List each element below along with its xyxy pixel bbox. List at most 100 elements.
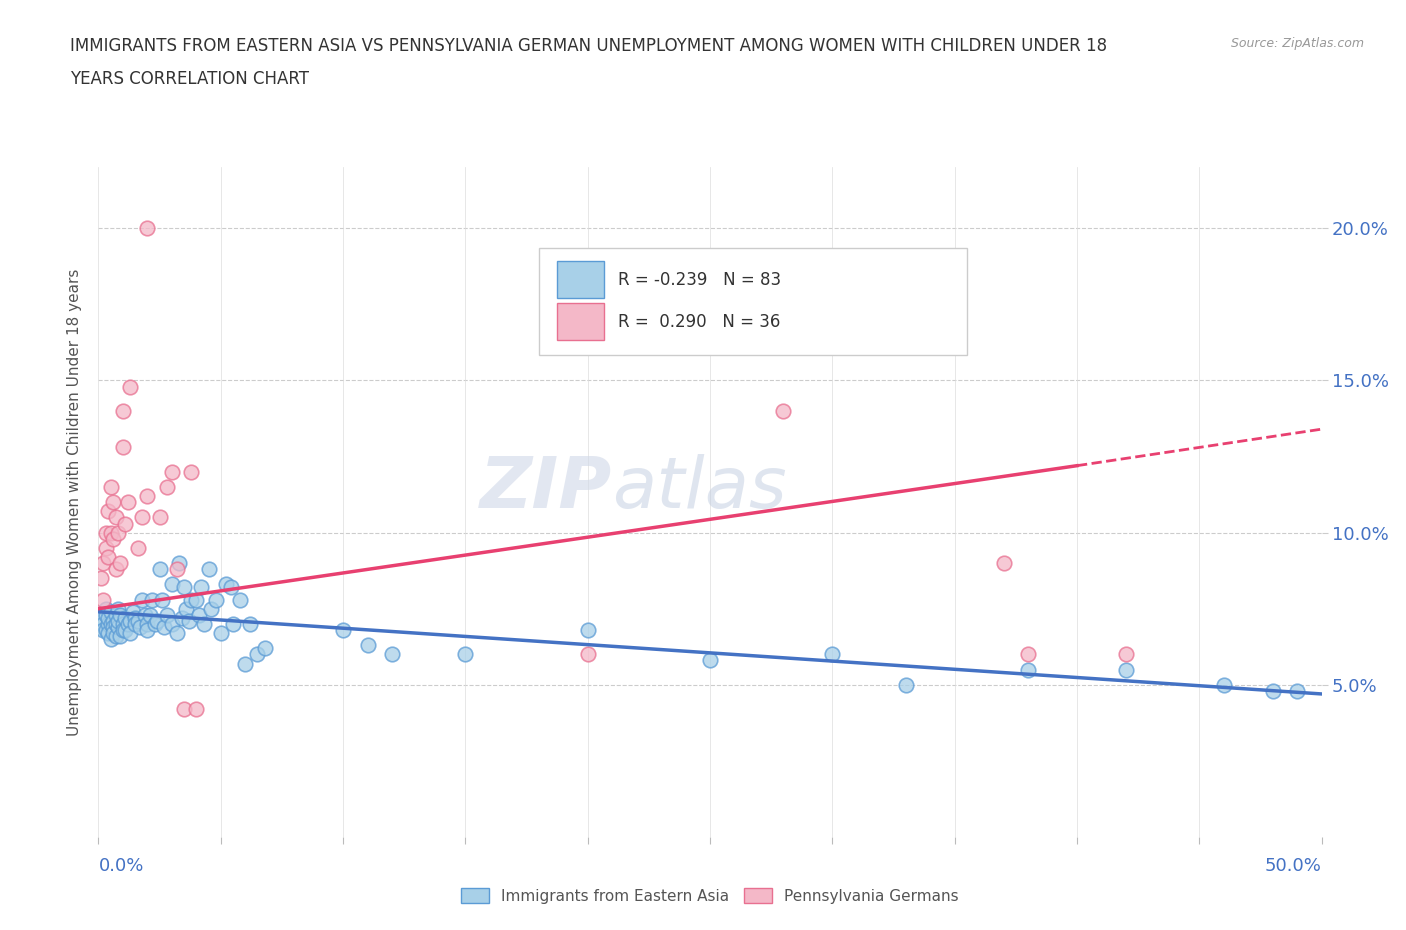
Point: [173, 580, 195, 595]
Point: [121, 604, 143, 619]
Point: [120, 614, 142, 629]
Point: [111, 622, 134, 637]
Point: [136, 488, 159, 503]
Point: [90, 610, 112, 625]
Point: [246, 647, 269, 662]
Point: [97, 504, 120, 519]
Point: [110, 607, 132, 622]
Point: [90, 571, 112, 586]
Point: [167, 555, 190, 570]
Point: [177, 614, 200, 629]
Point: [117, 617, 139, 631]
Point: [332, 622, 354, 637]
Point: [100, 631, 122, 646]
Point: [454, 647, 477, 662]
Point: [146, 614, 169, 629]
Point: [156, 480, 179, 495]
Point: [101, 619, 124, 634]
Point: [136, 220, 159, 235]
Point: [94, 602, 117, 617]
Point: [222, 617, 245, 631]
Point: [153, 619, 176, 634]
Point: [104, 617, 127, 631]
Point: [107, 619, 129, 634]
Point: [107, 602, 129, 617]
Point: [104, 629, 127, 644]
Point: [110, 555, 132, 570]
Point: [120, 626, 142, 641]
Point: [110, 629, 132, 644]
Point: [127, 614, 149, 629]
Point: [143, 617, 166, 631]
Point: [156, 607, 179, 622]
Point: [124, 617, 146, 631]
Point: [993, 555, 1015, 570]
Point: [214, 577, 236, 591]
Point: [1115, 647, 1137, 662]
Point: [160, 617, 183, 631]
Point: [101, 614, 124, 629]
Point: [209, 626, 232, 641]
Point: [97, 626, 120, 641]
Point: [1261, 684, 1284, 698]
Point: [134, 607, 156, 622]
Point: [100, 604, 122, 619]
Point: [111, 404, 134, 418]
Point: [1115, 662, 1137, 677]
Point: [141, 592, 163, 607]
Point: [160, 464, 183, 479]
Point: [150, 592, 173, 607]
Text: atlas: atlas: [612, 455, 787, 524]
Point: [149, 562, 172, 577]
Point: [107, 525, 129, 540]
Text: R =  0.290   N = 36: R = 0.290 N = 36: [619, 313, 780, 331]
Point: [104, 607, 127, 622]
Point: [136, 622, 159, 637]
Text: Source: ZipAtlas.com: Source: ZipAtlas.com: [1230, 37, 1364, 50]
Point: [114, 516, 136, 531]
Point: [197, 562, 219, 577]
Point: [100, 525, 122, 540]
Point: [576, 622, 599, 637]
Point: [180, 464, 202, 479]
Point: [91, 592, 114, 607]
Point: [94, 622, 117, 637]
Point: [1017, 662, 1039, 677]
Point: [104, 562, 127, 577]
Point: [821, 647, 844, 662]
Point: [120, 379, 142, 394]
Point: [233, 656, 256, 671]
Text: YEARS CORRELATION CHART: YEARS CORRELATION CHART: [70, 70, 309, 87]
Point: [186, 702, 208, 717]
Point: [111, 440, 134, 455]
Point: [772, 404, 794, 418]
Point: [176, 602, 198, 617]
Point: [114, 610, 136, 625]
Point: [136, 617, 159, 631]
Point: [193, 617, 215, 631]
Point: [91, 622, 114, 637]
Point: [356, 638, 378, 653]
Point: [94, 540, 117, 555]
Legend: Immigrants from Eastern Asia, Pennsylvania Germans: Immigrants from Eastern Asia, Pennsylvan…: [456, 882, 965, 910]
Point: [149, 510, 172, 525]
FancyBboxPatch shape: [557, 261, 603, 298]
Point: [94, 607, 117, 622]
Point: [1017, 647, 1039, 662]
Point: [186, 592, 208, 607]
Point: [187, 607, 209, 622]
Point: [101, 531, 124, 546]
Point: [129, 619, 152, 634]
Text: 50.0%: 50.0%: [1265, 857, 1322, 875]
Point: [894, 677, 917, 692]
Point: [1212, 677, 1234, 692]
Text: R = -0.239   N = 83: R = -0.239 N = 83: [619, 271, 782, 289]
Point: [253, 641, 276, 656]
Text: 0.0%: 0.0%: [98, 857, 143, 875]
Point: [180, 592, 202, 607]
Point: [100, 617, 122, 631]
Point: [101, 495, 124, 510]
Point: [190, 580, 212, 595]
Point: [117, 495, 139, 510]
Point: [166, 626, 188, 641]
